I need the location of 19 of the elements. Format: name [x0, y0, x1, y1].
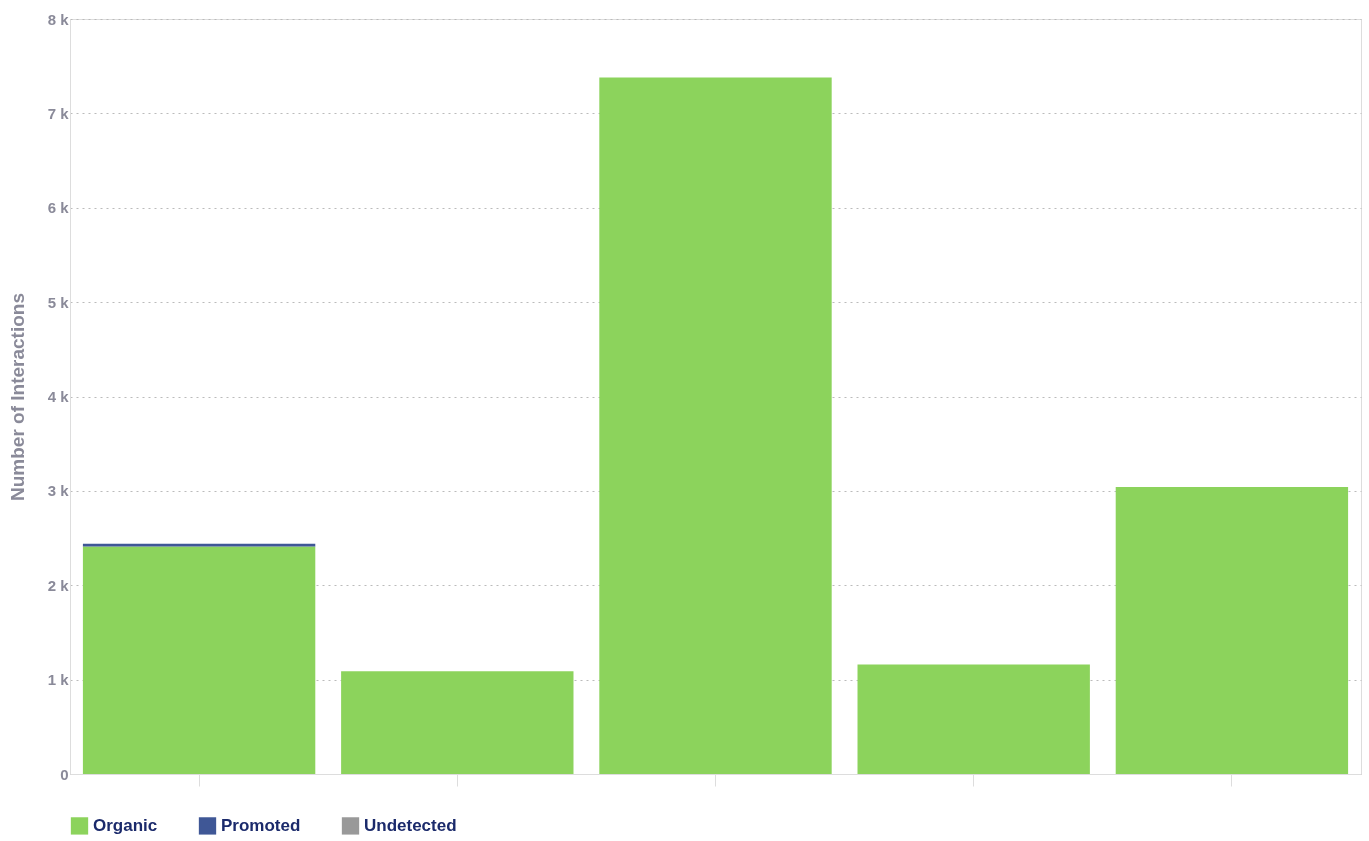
legend-label: Promoted — [221, 815, 301, 835]
y-tick-label: 8 k — [47, 10, 70, 28]
y-tick-label: 0 — [60, 765, 69, 783]
bar — [341, 671, 574, 774]
bar — [857, 664, 1090, 774]
y-tick-label: 4 k — [47, 388, 70, 405]
y-axis-title: Number of Interactions — [6, 293, 28, 501]
y-tick-label: 7 k — [47, 104, 70, 122]
y-tick-label: 5 k — [47, 293, 70, 311]
y-tick-label: 2 k — [47, 576, 70, 594]
legend-label: Organic — [93, 815, 158, 835]
y-tick-label: 3 k — [47, 482, 70, 500]
y-tick-label: 1 k — [47, 671, 70, 689]
bar — [599, 77, 832, 774]
y-tick-label: 6 k — [47, 199, 70, 217]
bar — [82, 546, 316, 774]
bar — [82, 543, 316, 547]
bar — [1115, 487, 1349, 774]
legend-label: Undetected — [364, 815, 457, 835]
